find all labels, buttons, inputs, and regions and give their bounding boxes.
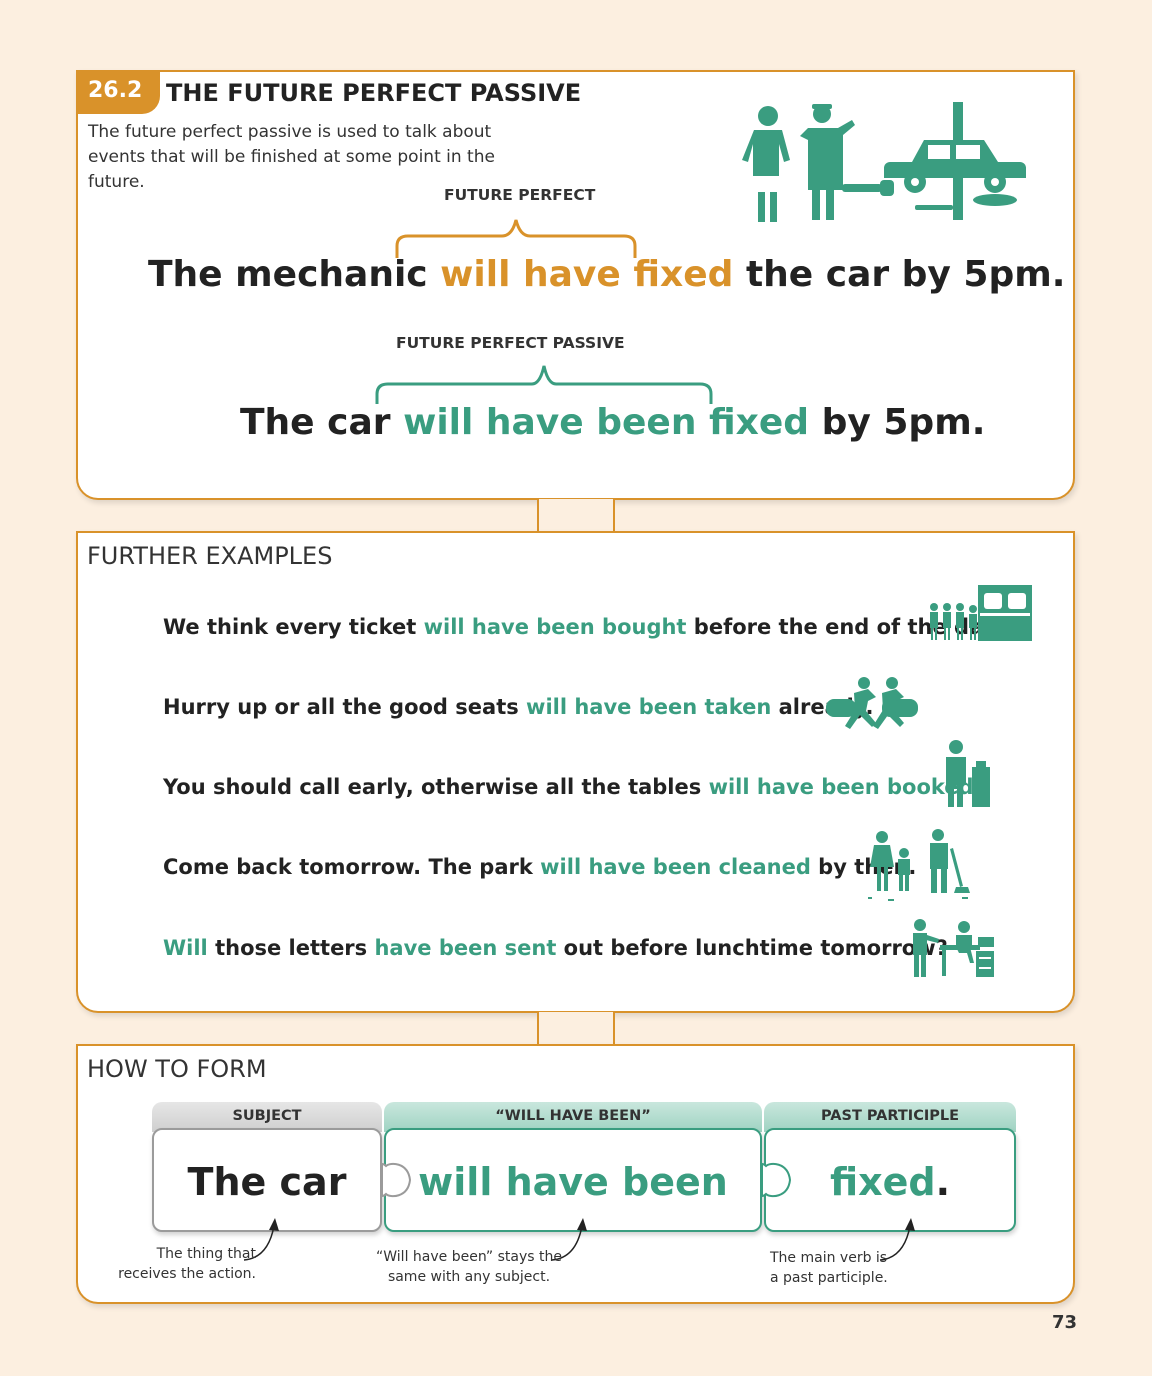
example-sentence: Come back tomorrow. The park will have b… xyxy=(163,855,916,879)
past-participle-text: fixed xyxy=(829,1160,936,1204)
panel-connector xyxy=(537,499,615,532)
active-sentence-end: the car by 5pm. xyxy=(733,254,1066,295)
example-sentence: You should call early, otherwise all the… xyxy=(163,775,982,799)
passive-sentence-start: The car xyxy=(240,402,404,443)
subject-note: The thing that receives the action. xyxy=(118,1246,256,1282)
office-desk-illustration xyxy=(913,919,994,977)
example-highlight: will have been cleaned xyxy=(540,855,811,879)
example-text: We think every ticket xyxy=(163,615,424,639)
example-highlight: have been sent xyxy=(374,936,557,960)
example-highlight: will have been taken xyxy=(526,695,772,719)
subject-piece: The car xyxy=(152,1128,382,1232)
section-number-badge: 26.2 xyxy=(76,70,161,114)
will-have-been-tab: “WILL HAVE BEEN” xyxy=(384,1102,762,1132)
past-participle-piece: fixed. xyxy=(764,1128,1016,1232)
example-sentence: Will those letters have been sent out be… xyxy=(163,936,948,960)
passive-verb-highlight: will have been fixed xyxy=(403,402,810,443)
subject-arrow xyxy=(243,1218,279,1261)
passive-sentence-end: by 5pm. xyxy=(809,402,986,443)
future-perfect-bracket xyxy=(395,219,637,258)
ticket-queue-illustration xyxy=(930,585,1032,641)
section-title: THE FUTURE PERFECT PASSIVE xyxy=(166,79,582,107)
example-highlight: will have been booked xyxy=(708,775,974,799)
active-verb-highlight: will have fixed xyxy=(440,254,734,295)
section-panel: 26.2 THE FUTURE PERFECT PASSIVE The futu… xyxy=(76,70,1075,500)
example-highlight: Will xyxy=(163,936,208,960)
will-have-been-text: will have been xyxy=(418,1160,728,1204)
example-text: Hurry up or all the good seats xyxy=(163,695,527,719)
future-perfect-label: FUTURE PERFECT xyxy=(444,186,596,204)
will-have-been-note: “Will have been” stays the same with any… xyxy=(376,1249,562,1285)
future-perfect-passive-bracket xyxy=(375,365,713,404)
park-cleaner-illustration xyxy=(868,829,970,901)
past-participle-note: The main verb is a past participle. xyxy=(770,1250,888,1286)
page-number: 73 xyxy=(1051,1312,1077,1333)
subject-text: The car xyxy=(187,1160,347,1204)
active-sentence-start: The mechanic xyxy=(148,254,441,295)
will-have-been-piece: will have been xyxy=(384,1128,762,1232)
examples-heading: FURTHER EXAMPLES xyxy=(87,542,333,570)
examples-panel: FURTHER EXAMPLES We think every ticket w… xyxy=(76,531,1075,1013)
past-participle-tab: PAST PARTICIPLE xyxy=(764,1102,1016,1132)
example-text: out before lunchtime tomorrow? xyxy=(556,936,948,960)
will-have-been-arrow xyxy=(551,1218,587,1261)
section-intro: The future perfect passive is used to ta… xyxy=(88,122,495,192)
puzzle-knob xyxy=(761,1162,792,1198)
past-participle-arrow xyxy=(879,1218,915,1261)
example-sentence: Hurry up or all the good seats will have… xyxy=(163,695,874,719)
how-to-form-heading: HOW TO FORM xyxy=(87,1055,267,1083)
example-text: those letters xyxy=(207,936,375,960)
running-people-illustration xyxy=(826,677,918,729)
passive-sentence: The car will have been fixed by 5pm. xyxy=(240,402,985,443)
mechanic-car-illustration xyxy=(742,102,1026,222)
phone-call-illustration xyxy=(946,740,990,807)
example-text: Come back tomorrow. The park xyxy=(163,855,541,879)
panel-connector xyxy=(537,1012,615,1045)
puzzle-knob xyxy=(381,1162,412,1198)
active-sentence: The mechanic will have fixed the car by … xyxy=(148,254,1065,295)
example-highlight: will have been bought xyxy=(423,615,687,639)
example-sentence: We think every ticket will have been bou… xyxy=(163,615,1002,639)
how-to-form-panel: HOW TO FORM SUBJECT “WILL HAVE BEEN” PAS… xyxy=(76,1044,1075,1304)
future-perfect-passive-label: FUTURE PERFECT PASSIVE xyxy=(396,334,625,352)
example-text: You should call early, otherwise all the… xyxy=(163,775,709,799)
subject-tab: SUBJECT xyxy=(152,1102,382,1132)
sentence-period: . xyxy=(935,1160,951,1204)
